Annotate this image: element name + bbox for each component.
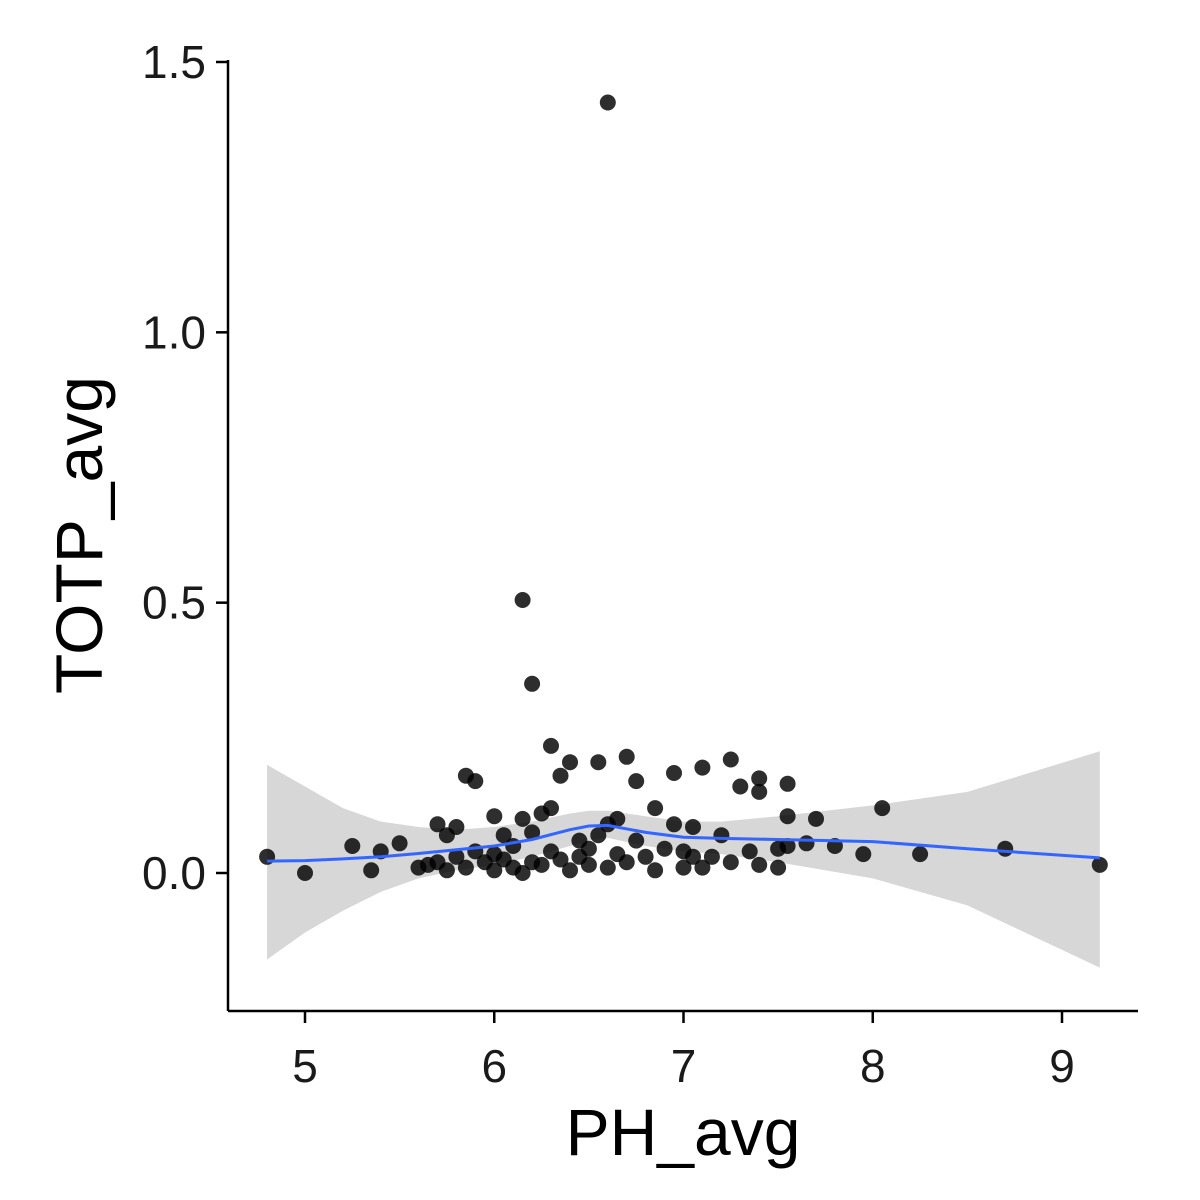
data-point: [722, 751, 739, 768]
data-point: [732, 778, 749, 795]
data-point: [703, 848, 720, 865]
data-point: [694, 759, 711, 776]
y-tick-label: 0.0: [142, 847, 206, 899]
data-point: [656, 840, 673, 857]
data-point: [363, 862, 380, 879]
data-point: [694, 859, 711, 876]
data-point: [552, 851, 569, 868]
data-point: [618, 854, 635, 871]
data-point: [874, 800, 891, 817]
data-point: [429, 816, 446, 833]
data-point: [751, 783, 768, 800]
x-tick-label: 7: [671, 1040, 697, 1092]
y-ticks: 0.0 0.5 1.0 1.5: [142, 36, 228, 899]
data-point: [533, 856, 550, 873]
smooth-line: [267, 823, 1100, 863]
data-point: [770, 859, 787, 876]
data-point: [457, 859, 474, 876]
data-point: [628, 832, 645, 849]
data-point: [618, 748, 635, 765]
data-point: [675, 859, 692, 876]
data-point: [391, 835, 408, 852]
data-point: [666, 765, 682, 781]
data-point: [912, 846, 929, 863]
data-point: [628, 773, 645, 790]
data-point: [751, 770, 768, 787]
data-point: [713, 827, 730, 844]
data-point: [599, 859, 616, 876]
data-point: [486, 862, 503, 879]
data-point: [580, 840, 597, 857]
data-point: [524, 675, 541, 692]
data-point: [798, 835, 815, 852]
data-point: [722, 854, 739, 871]
x-ticks: 5 6 7 8 9: [292, 1011, 1075, 1092]
data-point: [779, 775, 796, 792]
data-point: [448, 819, 465, 835]
data-point: [514, 592, 531, 608]
data-point: [344, 838, 361, 854]
x-tick-label: 9: [1049, 1040, 1075, 1092]
data-point: [580, 856, 597, 873]
data-point: [562, 754, 578, 771]
data-point: [637, 848, 654, 865]
confidence-band: [267, 751, 1100, 968]
data-point: [438, 862, 455, 879]
points-layer: [259, 94, 1108, 881]
data-point: [486, 808, 503, 825]
x-tick-label: 6: [481, 1040, 507, 1092]
data-point: [543, 800, 559, 817]
confidence-band-layer: [267, 751, 1100, 968]
data-point: [1091, 856, 1108, 873]
data-point: [997, 840, 1014, 857]
y-tick-label: 0.5: [142, 577, 206, 629]
data-point: [685, 848, 701, 865]
data-point: [543, 737, 559, 754]
data-point: [685, 819, 701, 835]
x-axis-title: PH_avg: [566, 1095, 801, 1169]
data-point: [666, 816, 682, 833]
data-point: [855, 846, 872, 863]
data-point: [808, 810, 824, 827]
data-point: [524, 824, 541, 841]
smooth-line-layer: [267, 823, 1100, 863]
data-point: [514, 865, 531, 881]
y-tick-label: 1.5: [142, 36, 206, 88]
data-point: [647, 800, 664, 817]
data-point: [599, 94, 616, 111]
y-axis-title: TOTP_avg: [42, 376, 116, 694]
data-point: [562, 862, 578, 879]
data-point: [779, 808, 796, 825]
x-tick-label: 5: [292, 1040, 318, 1092]
data-point: [495, 827, 512, 844]
y-tick-label: 1.0: [142, 306, 206, 358]
data-point: [590, 754, 607, 771]
data-point: [741, 843, 758, 860]
data-point: [751, 856, 768, 873]
data-point: [467, 773, 484, 790]
x-tick-label: 8: [860, 1040, 886, 1092]
data-point: [552, 767, 569, 784]
data-point: [297, 865, 313, 881]
data-point: [779, 838, 796, 854]
data-point: [609, 810, 626, 827]
data-point: [514, 810, 531, 827]
data-point: [590, 827, 607, 844]
data-point: [448, 848, 465, 865]
data-point: [647, 862, 664, 879]
